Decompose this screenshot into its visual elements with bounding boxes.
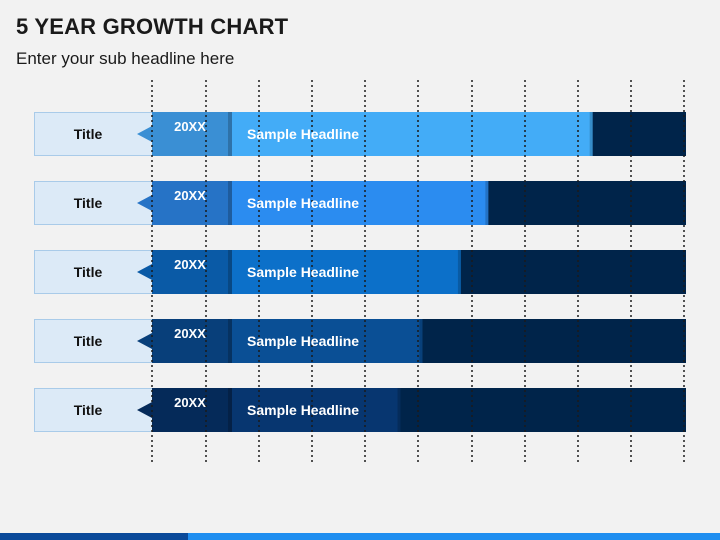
headline-label: Sample Headline [247,402,359,418]
bar-value [232,250,461,294]
year-label: 20XX [174,119,206,134]
footer-band-dark [0,533,188,540]
bar-value [232,319,423,363]
year-tag-shade [228,181,232,225]
bar-end-shade [397,388,401,432]
year-tag [137,250,232,294]
year-tag-shade [228,388,232,432]
year-tag-shade [228,250,232,294]
year-label: 20XX [174,395,206,410]
page-subtitle: Enter your sub headline here [16,49,235,68]
year-label: 20XX [174,326,206,341]
year-label: 20XX [174,257,206,272]
year-tag-shade [228,112,232,156]
page-title: 5 YEAR GROWTH CHART [16,14,289,39]
year-tag [137,181,232,225]
headline-label: Sample Headline [247,195,359,211]
headline-label: Sample Headline [247,126,359,142]
footer-band [0,533,720,540]
year-label: 20XX [174,188,206,203]
row-title-label: Title [74,264,103,280]
year-tag [137,388,232,432]
bar-end-shade [485,181,489,225]
bar-value [232,112,593,156]
bar-end-shade [419,319,423,363]
bar-value [232,388,401,432]
row-title-label: Title [74,402,103,418]
headline-label: Sample Headline [247,333,359,349]
headline-label: Sample Headline [247,264,359,280]
bar-end-shade [589,112,593,156]
row-title-label: Title [74,333,103,349]
row-title-box [34,319,153,363]
bar-value [232,181,489,225]
year-tag [137,319,232,363]
row-title-box [34,112,153,156]
year-tag [137,112,232,156]
bar-end-shade [457,250,461,294]
footer-band-light [188,533,720,540]
row-title-label: Title [74,126,103,142]
year-tag-shade [228,319,232,363]
row-title-box [34,250,153,294]
row-title-label: Title [74,195,103,211]
